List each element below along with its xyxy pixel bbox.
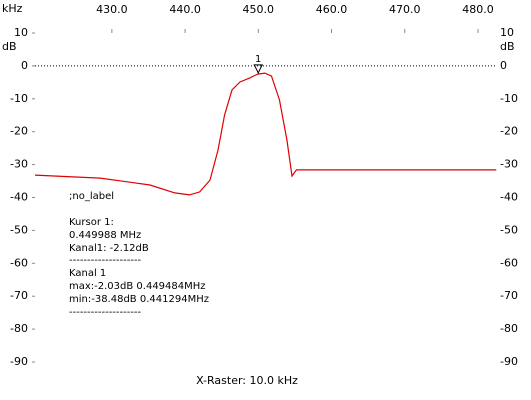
x-tick-label: 460.0	[316, 3, 348, 16]
info-text: ;no_label	[69, 191, 114, 202]
y-tick-label: -70	[10, 289, 28, 302]
y-tick-label-right: -50	[500, 223, 518, 236]
y-tick-label-right: -80	[500, 322, 518, 335]
cursor-marker	[253, 64, 264, 74]
info-text: Kursor 1:	[69, 217, 114, 228]
y-tick-label-right: -30	[500, 158, 518, 171]
info-text: min:-38.48dB 0.441294MHz	[69, 294, 209, 305]
y-tick-label-right: -20	[500, 125, 518, 138]
y-tick-label: -30	[10, 158, 28, 171]
y-tick-label: 10	[14, 26, 28, 39]
y-tick-label: -10	[10, 92, 28, 105]
y-tick-label: -60	[10, 256, 28, 269]
x-axis-label: X-Raster: 10.0 kHz	[196, 374, 298, 387]
x-tick-label: 440.0	[169, 3, 201, 16]
y-tick-label-right: -70	[500, 289, 518, 302]
y-tick-label: -20	[10, 125, 28, 138]
y-tick-label-right: 0	[500, 59, 507, 72]
info-text: max:-2.03dB 0.449484MHz	[69, 281, 206, 292]
y-tick-label-right: -90	[500, 355, 518, 368]
cursor-label: 1	[255, 54, 261, 65]
x-tick-label: 430.0	[96, 3, 128, 16]
y-unit-right: dB	[500, 40, 515, 53]
info-text: --------------------	[69, 307, 142, 318]
y-tick-label: -40	[10, 191, 28, 204]
info-text: Kanal1: -2.12dB	[69, 243, 149, 254]
info-text: --------------------	[69, 255, 142, 266]
x-unit: kHz	[2, 2, 23, 15]
y-tick-label: -90	[10, 355, 28, 368]
y-tick-label: -50	[10, 223, 28, 236]
y-unit-left: dB	[2, 40, 17, 53]
y-tick-label: 0	[21, 59, 28, 72]
y-tick-label-right: -60	[500, 256, 518, 269]
y-tick-label-right: 10	[500, 26, 514, 39]
y-tick-label-right: -10	[500, 92, 518, 105]
x-tick-label: 480.0	[462, 3, 494, 16]
y-tick-label: -80	[10, 322, 28, 335]
trace	[34, 72, 497, 196]
x-tick-label: 470.0	[389, 3, 421, 16]
x-tick-label: 450.0	[243, 3, 275, 16]
info-text: 0.449988 MHz	[69, 230, 141, 241]
y-tick-label-right: -40	[500, 191, 518, 204]
info-text: Kanal 1	[69, 268, 106, 279]
